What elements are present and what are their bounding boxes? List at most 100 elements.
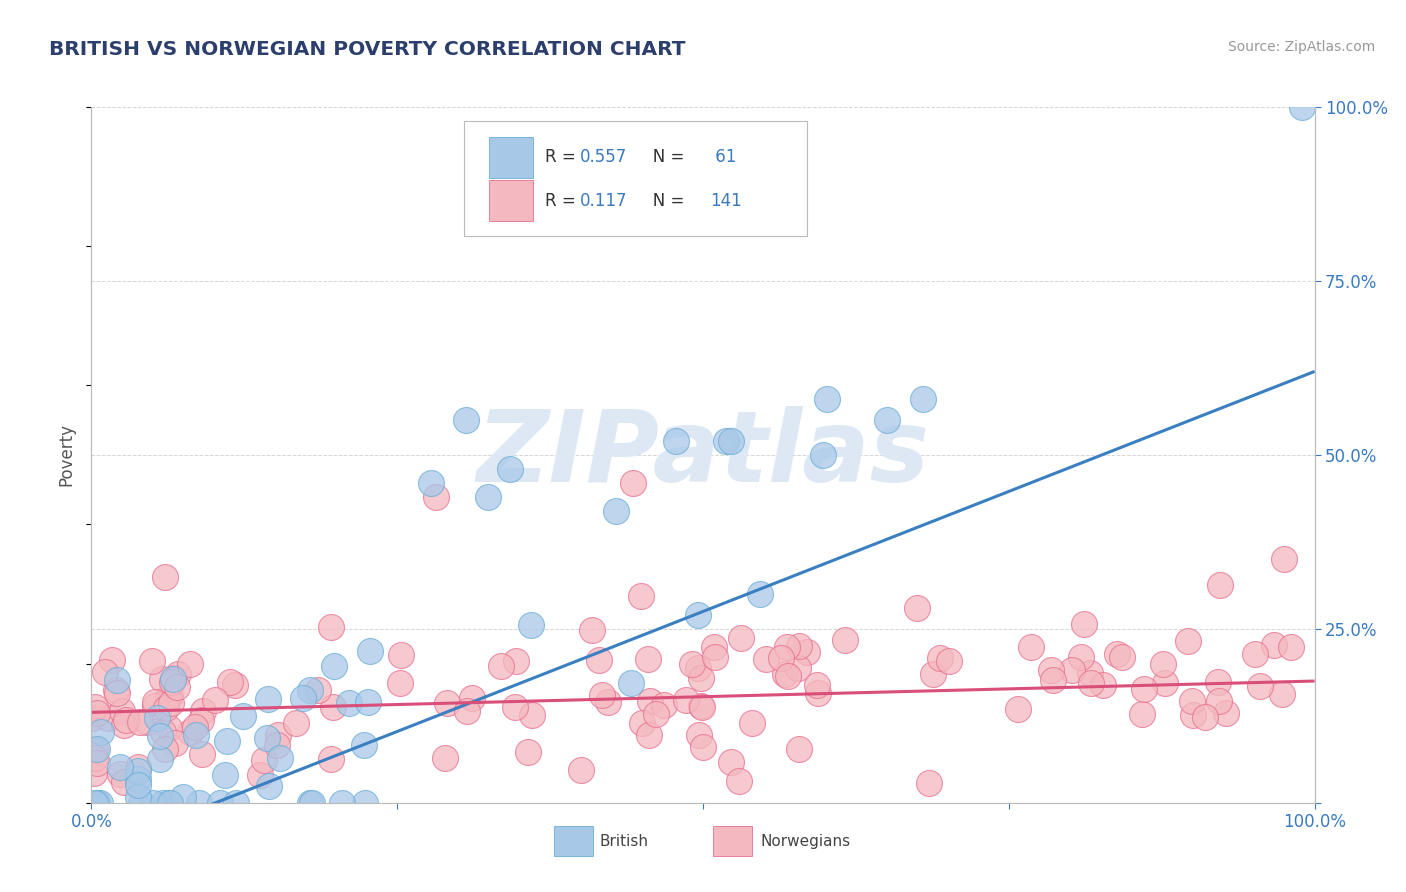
British [172, 790, 194, 805]
Norwegians [645, 706, 668, 721]
Norwegians [1215, 706, 1237, 720]
Norwegians [1092, 678, 1115, 692]
Norwegians [1208, 578, 1230, 592]
Norwegians [1272, 552, 1295, 566]
British [149, 752, 172, 766]
Norwegians [1073, 616, 1095, 631]
British [720, 434, 742, 448]
British [86, 796, 108, 810]
Norwegians [153, 742, 176, 756]
Norwegians [190, 747, 212, 761]
Norwegians [84, 742, 107, 756]
Norwegians [97, 711, 120, 725]
Norwegians [143, 695, 166, 709]
Norwegians [84, 750, 107, 764]
Norwegians [160, 696, 183, 710]
British [520, 617, 543, 632]
Norwegians [155, 700, 177, 714]
Norwegians [1263, 638, 1285, 652]
Norwegians [127, 760, 149, 774]
British [419, 475, 441, 490]
Norwegians [219, 675, 242, 690]
Text: BRITISH VS NORWEGIAN POVERTY CORRELATION CHART: BRITISH VS NORWEGIAN POVERTY CORRELATION… [49, 40, 686, 59]
British [157, 796, 180, 810]
Norwegians [689, 671, 711, 685]
British [89, 796, 111, 810]
Norwegians [1208, 694, 1230, 708]
Norwegians [159, 689, 181, 703]
Norwegians [652, 698, 675, 712]
Norwegians [796, 645, 818, 659]
British [686, 608, 709, 623]
British [257, 692, 280, 706]
British [359, 643, 381, 657]
Norwegians [153, 570, 176, 584]
Norwegians [101, 653, 124, 667]
British [291, 690, 314, 705]
Norwegians [145, 699, 167, 714]
British [605, 503, 627, 517]
Text: 141: 141 [710, 192, 742, 210]
Norwegians [522, 708, 544, 723]
Norwegians [834, 632, 856, 647]
Norwegians [190, 713, 212, 727]
Norwegians [755, 652, 778, 666]
British [127, 764, 149, 778]
British [159, 796, 181, 810]
Norwegians [1208, 675, 1230, 690]
Text: Norwegians: Norwegians [761, 833, 851, 848]
Norwegians [503, 699, 526, 714]
Norwegians [1249, 679, 1271, 693]
Norwegians [136, 715, 159, 730]
British [337, 696, 360, 710]
Text: 0.557: 0.557 [579, 148, 627, 166]
British [257, 779, 280, 793]
FancyBboxPatch shape [489, 136, 533, 178]
British [353, 738, 375, 752]
Norwegians [110, 767, 132, 781]
Norwegians [1019, 640, 1042, 654]
Norwegians [86, 756, 108, 770]
Norwegians [163, 735, 186, 749]
British [876, 413, 898, 427]
British [127, 772, 149, 786]
Norwegians [83, 765, 105, 780]
Norwegians [775, 667, 797, 681]
Norwegians [588, 652, 610, 666]
Norwegians [1133, 682, 1156, 697]
Norwegians [581, 624, 603, 638]
Norwegians [425, 490, 447, 504]
British [105, 673, 128, 687]
Norwegians [1060, 663, 1083, 677]
Text: British: British [599, 833, 648, 848]
Norwegians [489, 659, 512, 673]
Norwegians [150, 672, 173, 686]
Norwegians [505, 654, 527, 668]
Norwegians [266, 738, 288, 752]
Norwegians [591, 688, 613, 702]
Norwegians [322, 700, 344, 714]
Norwegians [1007, 702, 1029, 716]
Norwegians [152, 725, 174, 739]
Norwegians [689, 698, 711, 713]
Norwegians [115, 713, 138, 727]
Norwegians [630, 589, 652, 603]
Norwegians [918, 776, 941, 790]
Norwegians [905, 600, 928, 615]
British [146, 711, 169, 725]
British [149, 729, 172, 743]
Norwegians [82, 711, 104, 725]
Norwegians [141, 654, 163, 668]
Norwegians [156, 690, 179, 704]
Norwegians [179, 657, 201, 672]
Norwegians [86, 706, 108, 720]
Norwegians [267, 728, 290, 742]
British [209, 796, 232, 810]
Norwegians [1153, 676, 1175, 690]
Y-axis label: Poverty: Poverty [58, 424, 76, 486]
Norwegians [1080, 675, 1102, 690]
British [357, 695, 380, 709]
Norwegians [787, 639, 810, 653]
Text: 0.117: 0.117 [579, 192, 627, 210]
British [232, 708, 254, 723]
